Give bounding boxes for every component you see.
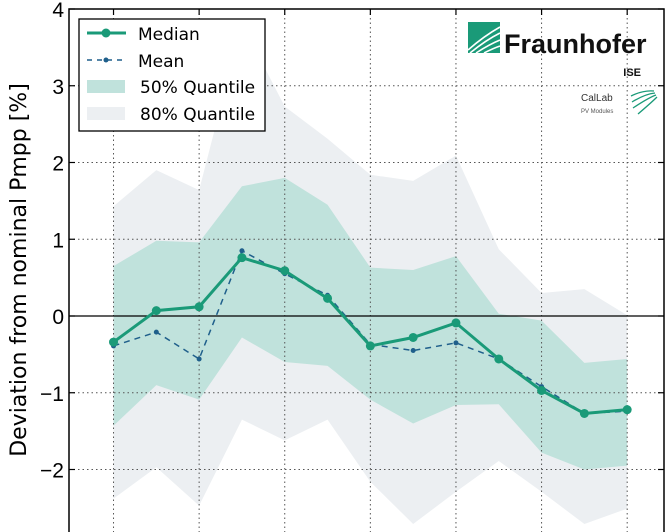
legend-80-label: 80% Quantile (140, 105, 255, 125)
y-tick-label: 1 (52, 229, 64, 252)
y-axis-label: Deviation from nominal Pmpp [%] (7, 83, 32, 457)
callab-logo: CalLab PV Modules (581, 90, 658, 115)
legend-50-label: 50% Quantile (140, 78, 255, 98)
median-point (365, 341, 375, 351)
y-tick-label: 3 (52, 76, 64, 99)
callab-logo-subtext: PV Modules (581, 109, 613, 115)
y-tick-label: −1 (40, 383, 64, 406)
median-point (194, 302, 204, 312)
legend-80-swatch (87, 107, 125, 120)
y-tick-label: −2 (40, 460, 64, 483)
median-point (622, 405, 632, 415)
median-point (109, 337, 119, 347)
ise-logo-text: ISE (623, 67, 641, 79)
callab-logo-text: CalLab (581, 93, 613, 104)
mean-point (410, 348, 416, 354)
median-point (451, 318, 461, 328)
callab-logo-mark (630, 90, 658, 115)
median-point (537, 385, 547, 395)
median-point (237, 253, 247, 263)
median-point (151, 306, 161, 316)
y-tick-label: 4 (52, 0, 64, 22)
median-point (408, 332, 418, 342)
mean-point (153, 329, 159, 335)
mean-point (196, 356, 202, 362)
y-tick-label: 2 (52, 153, 64, 176)
y-tick-label: 0 (52, 306, 64, 329)
fraunhofer-logo-text: Fraunhofer (504, 29, 647, 59)
mean-point (453, 340, 459, 346)
mean-point (239, 248, 245, 254)
legend-median-label: Median (138, 25, 200, 45)
plot-frame (68, 8, 665, 532)
legend-mean-label: Mean (138, 52, 184, 72)
legend-50-swatch (87, 80, 125, 93)
median-point (494, 354, 504, 364)
median-point (280, 266, 290, 276)
median-point (579, 408, 589, 418)
fraunhofer-logo: Fraunhofer ISE (467, 22, 647, 79)
legend: Median Mean 50% Quantile 80% Quantile (78, 18, 266, 132)
median-point (323, 293, 333, 303)
